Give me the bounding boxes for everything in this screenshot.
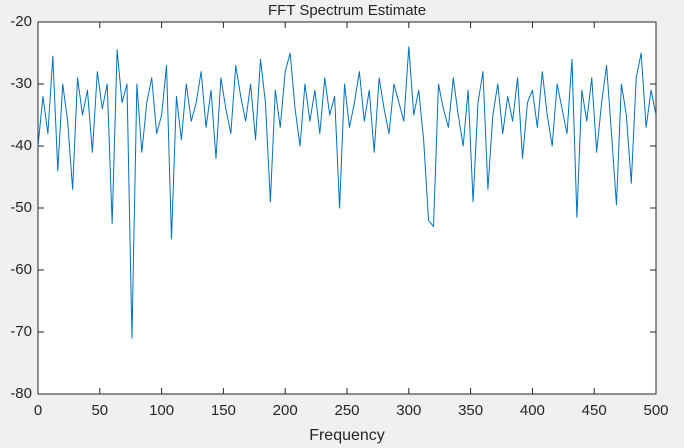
x-tick-label: 100 <box>149 402 174 419</box>
y-tick-label: -60 <box>10 261 32 278</box>
x-tick-label: 400 <box>520 402 545 419</box>
x-tick-label: 200 <box>273 402 298 419</box>
x-tick-label: 450 <box>582 402 607 419</box>
y-tick-label: -30 <box>10 75 32 92</box>
y-tick-label: -80 <box>10 385 32 402</box>
x-axis-label: Frequency <box>309 427 385 444</box>
x-tick-label: 150 <box>211 402 236 419</box>
x-tick-label: 350 <box>458 402 483 419</box>
x-tick-label: 500 <box>643 402 668 419</box>
chart-title: FFT Spectrum Estimate <box>268 2 426 19</box>
plot-area <box>37 21 657 395</box>
y-tick-label: -20 <box>10 13 32 30</box>
x-tick-label: 0 <box>34 402 42 419</box>
x-tick-label: 50 <box>91 402 108 419</box>
spectrum-line <box>37 46 657 339</box>
y-tick-label: -40 <box>10 137 32 154</box>
y-tick-label: -70 <box>10 323 32 340</box>
x-tick-label: 250 <box>334 402 359 419</box>
y-tick-label: -50 <box>10 199 32 216</box>
x-tick-label: 300 <box>396 402 421 419</box>
